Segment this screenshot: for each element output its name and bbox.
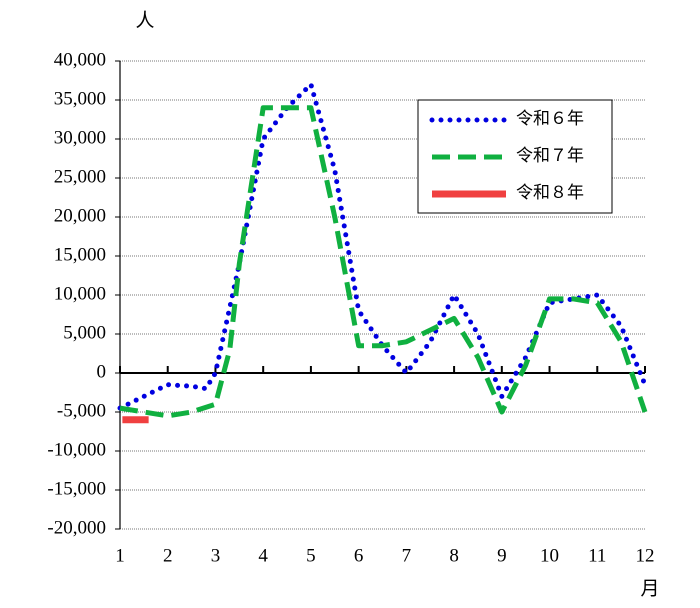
- y-tick-label: 35,000: [54, 88, 106, 109]
- x-tick-label: 7: [402, 545, 412, 566]
- y-tick-label: 0: [97, 361, 107, 382]
- legend-label: 令和６年: [516, 109, 584, 128]
- y-tick-label: 30,000: [54, 127, 106, 148]
- y-tick-label: -10,000: [47, 439, 106, 460]
- y-tick-label: -20,000: [47, 517, 106, 538]
- y-tick-label: 40,000: [54, 49, 106, 70]
- x-tick-label: 1: [115, 545, 125, 566]
- x-tick-label: 3: [211, 545, 221, 566]
- x-tick-label: 12: [636, 545, 655, 566]
- series-line: [117, 81, 648, 411]
- y-tick-label: -15,000: [47, 478, 106, 499]
- x-tick-label: 11: [588, 545, 606, 566]
- y-tick-label: 25,000: [54, 166, 106, 187]
- y-tick-label: -5,000: [57, 400, 106, 421]
- y-unit: 人: [135, 9, 154, 31]
- legend-label: 令和８年: [516, 183, 584, 202]
- x-tick-label: 4: [258, 545, 268, 566]
- x-tick-label: 2: [163, 545, 173, 566]
- x-tick-label: 10: [540, 545, 559, 566]
- y-tick-label: 15,000: [54, 244, 106, 265]
- x-tick-label: 8: [449, 545, 459, 566]
- x-tick-label: 5: [306, 545, 316, 566]
- y-tick-label: 5,000: [63, 322, 106, 343]
- x-unit: 月: [640, 578, 659, 599]
- series-line: [119, 105, 648, 419]
- x-tick-label: 9: [497, 545, 507, 566]
- x-tick-label: 6: [354, 545, 364, 566]
- y-tick-label: 10,000: [54, 283, 106, 304]
- y-tick-label: 20,000: [54, 205, 106, 226]
- legend-label: 令和７年: [516, 146, 584, 165]
